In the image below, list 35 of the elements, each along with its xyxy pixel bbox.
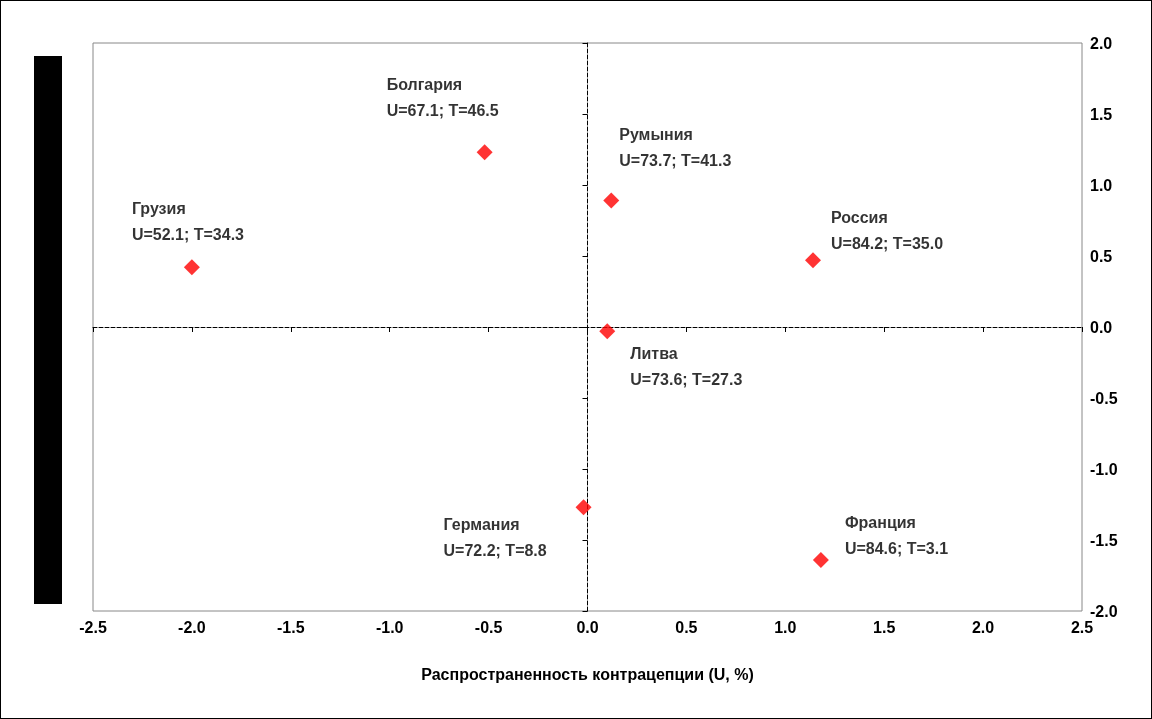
x-tick-label: -2.0: [178, 618, 206, 636]
point: [575, 499, 592, 516]
point: [599, 323, 616, 340]
annotation: Грузия U=52.1; T=34.3: [131, 199, 245, 243]
y-tick-label: 2.0: [1090, 34, 1113, 52]
y-tick-label: -2.0: [1090, 602, 1118, 620]
annotation: Болгария U=67.1; T=46.5: [386, 75, 499, 119]
x-tick-label: 0.0: [576, 618, 599, 636]
y-tick-label: -1.0: [1090, 460, 1118, 478]
point: [812, 551, 829, 568]
annotation: Румыния U=73.7; T=41.3: [619, 126, 732, 170]
point: [603, 192, 620, 209]
y-tick-label: 0.5: [1090, 247, 1113, 265]
x-tick-label: 1.5: [873, 618, 896, 636]
x-tick-label: -2.5: [79, 618, 107, 636]
x-tick-label: 2.5: [1070, 618, 1094, 636]
point: [804, 252, 821, 269]
annotation: Россия U=84.2; T=35.0: [830, 208, 944, 252]
y-tick-label: 1.0: [1090, 176, 1113, 194]
x-tick-label: -1.0: [375, 618, 404, 636]
annotation: Германия U=72.2; T=8.8: [443, 515, 547, 559]
x-tick-label: 0.5: [675, 618, 698, 636]
x-axis-title: Распространенность контрацепции (U, %): [421, 665, 754, 683]
y-tick-label: -0.5: [1090, 389, 1118, 407]
x-tick-label: 2.0: [971, 618, 995, 636]
annotation: Франция U=84.6; T=3.1: [844, 514, 949, 558]
y-tick-label: -1.5: [1090, 531, 1118, 549]
y-tick-label: 0.0: [1090, 318, 1113, 336]
x-tick-label: -0.5: [474, 618, 503, 636]
x-tick-label: -1.5: [277, 618, 305, 636]
x-tick-label: 1.0: [774, 618, 797, 636]
point: [183, 259, 200, 276]
point: [476, 144, 493, 161]
y-tick-label: 1.5: [1090, 105, 1113, 123]
annotation: Литва U=73.6; T=27.3: [630, 344, 743, 388]
